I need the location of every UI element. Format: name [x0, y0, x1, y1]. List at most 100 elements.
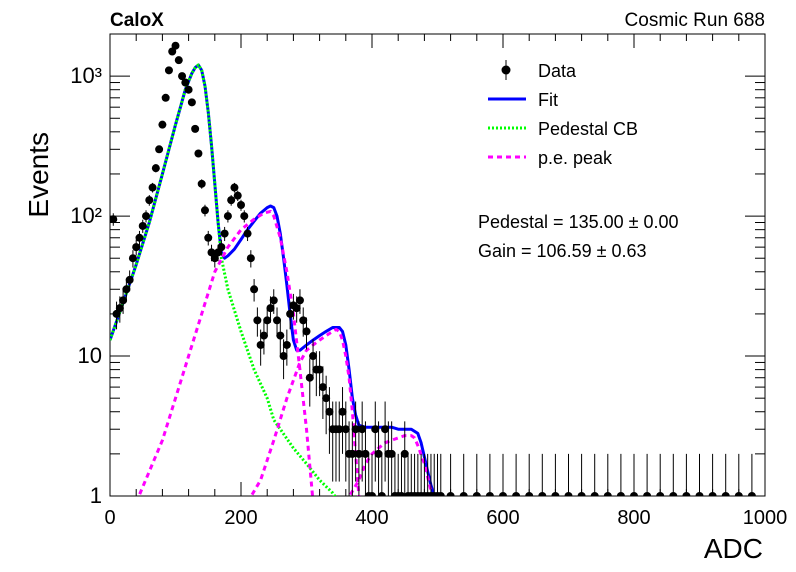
data-point	[695, 492, 704, 496]
data-point	[564, 492, 573, 496]
data-point	[155, 145, 164, 154]
y-axis-title: Events	[23, 132, 54, 218]
x-tick-label: 1000	[743, 507, 788, 529]
data-point	[171, 41, 180, 50]
run-label: Cosmic Run 688	[625, 10, 765, 31]
data-point	[220, 229, 229, 238]
data-point	[253, 316, 262, 325]
data-point	[148, 183, 157, 192]
data-point	[138, 221, 147, 230]
data-point	[358, 425, 367, 434]
data-point	[371, 425, 380, 434]
data-point	[187, 98, 196, 107]
data-point	[590, 492, 599, 496]
data-point	[325, 407, 334, 416]
data-point	[128, 254, 137, 263]
data-point	[132, 243, 141, 252]
curve-fit	[110, 63, 436, 496]
legend-data-marker	[501, 65, 511, 75]
data-point	[322, 394, 331, 403]
data-point	[299, 316, 308, 325]
data-point	[151, 164, 160, 173]
data-point	[181, 78, 190, 87]
x-tick-label: 800	[617, 507, 650, 529]
data-point	[246, 254, 255, 263]
data-point	[210, 254, 219, 263]
data-point	[397, 492, 406, 496]
data-point	[145, 196, 154, 205]
data-point	[381, 425, 390, 434]
data-point	[227, 196, 236, 205]
data-point	[161, 93, 170, 102]
data-point	[115, 304, 124, 313]
data-point	[341, 425, 350, 434]
x-tick-label: 0	[104, 507, 115, 529]
x-tick-label: 400	[355, 507, 388, 529]
data-point	[286, 309, 295, 318]
legend-label: p.e. peak	[538, 148, 613, 168]
x-axis: 0 200 400 600 800 1000	[104, 34, 787, 529]
data-point	[204, 233, 213, 242]
data-point	[110, 215, 118, 224]
data-point	[263, 316, 272, 325]
data-point	[223, 212, 232, 221]
data-point	[178, 72, 187, 81]
data-point	[240, 212, 249, 221]
data-point	[259, 331, 268, 340]
curve-p-e-peak	[347, 434, 435, 496]
data-point	[184, 85, 193, 94]
legend-label: Pedestal CB	[538, 119, 638, 139]
data-point	[237, 201, 245, 210]
data-point	[305, 373, 314, 382]
data-point	[318, 383, 327, 392]
data-point	[256, 340, 265, 349]
x-tick-label: 600	[486, 507, 519, 529]
data-point	[747, 492, 756, 496]
legend-label: Fit	[538, 90, 558, 110]
data-point	[374, 449, 383, 458]
data-point	[721, 492, 730, 496]
data-point	[197, 179, 206, 188]
data-point	[276, 331, 285, 340]
data-point	[122, 285, 131, 294]
data-point	[538, 492, 547, 496]
plot-area	[110, 41, 756, 496]
data-point	[354, 449, 363, 458]
data-point	[338, 407, 347, 416]
data-point	[142, 212, 151, 221]
data-point	[273, 316, 282, 325]
data-point	[269, 296, 278, 305]
data-point	[125, 275, 134, 284]
data-point	[315, 365, 324, 374]
data-point	[616, 492, 625, 496]
data-point	[512, 492, 521, 496]
legend: Data Fit Pedestal CB p.e. peak	[488, 60, 638, 168]
data-point	[459, 492, 468, 496]
data-point	[351, 425, 360, 434]
y-tick-label: 1	[90, 483, 102, 508]
data-point	[302, 327, 311, 336]
data-point	[361, 449, 370, 458]
data-point	[168, 47, 177, 56]
experiment-label: CaloX	[110, 10, 164, 31]
data-point	[250, 285, 259, 294]
data-point	[295, 296, 304, 305]
data-point	[233, 191, 242, 200]
data-point	[377, 492, 386, 496]
data-point	[158, 120, 167, 129]
pedestal-stat: Pedestal = 135.00 ± 0.00	[478, 212, 679, 232]
legend-label: Data	[538, 61, 577, 81]
data-point	[217, 243, 226, 252]
data-point	[230, 183, 239, 192]
data-point	[266, 304, 275, 313]
data-point	[292, 304, 301, 313]
x-axis-title: ADC	[704, 533, 763, 564]
data-point	[164, 66, 173, 75]
data-point	[207, 248, 216, 257]
data-point	[119, 296, 128, 305]
data-point	[348, 449, 357, 458]
data-point	[643, 492, 652, 496]
data-point	[194, 149, 203, 158]
